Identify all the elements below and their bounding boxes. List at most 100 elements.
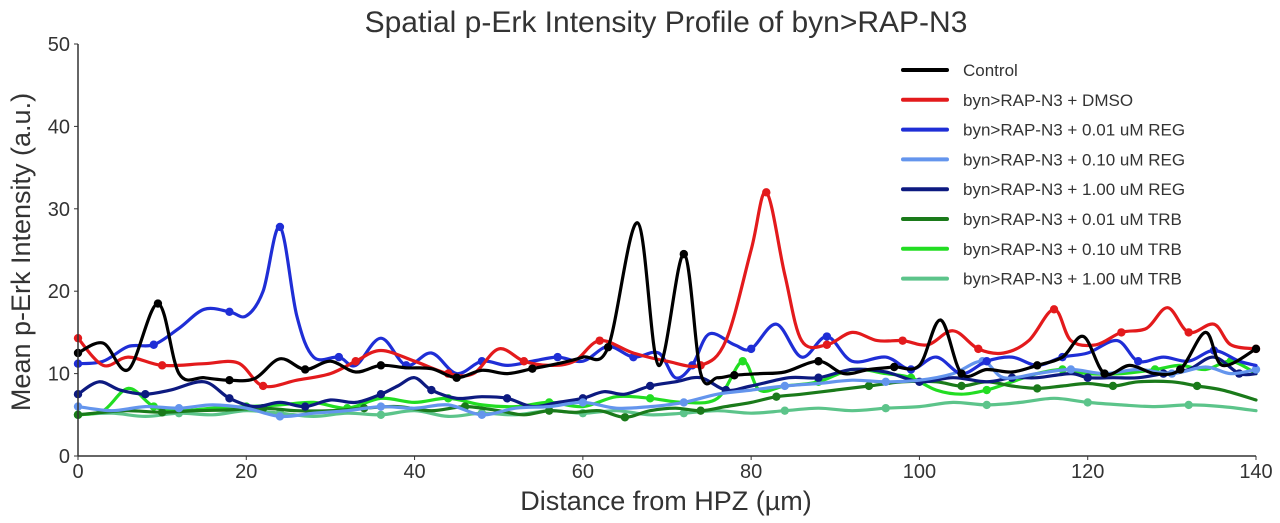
data-point bbox=[679, 249, 689, 259]
y-axis-label: Mean p-Erk Intensity (a.u.) bbox=[6, 93, 36, 411]
data-point bbox=[427, 385, 436, 395]
x-tick-label: 100 bbox=[903, 461, 936, 483]
data-point bbox=[982, 400, 991, 410]
x-tick-label: 0 bbox=[72, 461, 83, 483]
legend-item-7: byn>RAP-N3 + 1.00 uM TRB bbox=[901, 270, 1182, 289]
data-point bbox=[1066, 365, 1076, 374]
series-3 bbox=[73, 357, 1261, 421]
data-point bbox=[578, 398, 588, 407]
series-5 bbox=[73, 379, 1258, 422]
series-layer bbox=[73, 188, 1261, 422]
data-point bbox=[1117, 328, 1126, 337]
data-point bbox=[258, 381, 268, 391]
x-tick-label: 120 bbox=[1071, 461, 1104, 483]
series-line-1 bbox=[76, 190, 1258, 389]
data-point bbox=[334, 352, 344, 362]
data-point bbox=[174, 404, 184, 413]
data-point bbox=[157, 408, 167, 417]
legend-item-1: byn>RAP-N3 + DMSO bbox=[901, 91, 1133, 110]
data-point bbox=[275, 222, 285, 232]
data-point bbox=[620, 413, 630, 422]
data-point bbox=[1100, 369, 1109, 378]
chart-title: Spatial p-Erk Intensity Profile of byn>R… bbox=[365, 6, 968, 39]
series-0 bbox=[73, 221, 1261, 386]
data-point bbox=[780, 381, 789, 391]
axes-layer: 0 20 40 60 80 100 120 140 0 10 20 30 40 50 bbox=[48, 34, 1273, 483]
data-point bbox=[1083, 398, 1092, 407]
data-point bbox=[864, 381, 874, 391]
data-point bbox=[376, 410, 386, 419]
data-point bbox=[1192, 381, 1202, 391]
legend-label: byn>RAP-N3 + 0.10 uM REG bbox=[963, 150, 1185, 169]
legend: Control byn>RAP-N3 + DMSO byn>RAP-N3 + 0.0… bbox=[901, 61, 1185, 289]
data-point bbox=[376, 390, 386, 399]
legend-label: byn>RAP-N3 + 0.01 uM REG bbox=[963, 121, 1185, 140]
data-point bbox=[822, 340, 832, 349]
data-point bbox=[889, 362, 899, 372]
x-tick-label: 60 bbox=[572, 461, 594, 483]
data-point bbox=[1184, 328, 1193, 337]
data-point bbox=[738, 357, 747, 366]
legend-item-0: Control bbox=[901, 61, 1018, 80]
data-point bbox=[762, 188, 771, 197]
data-point bbox=[225, 375, 234, 385]
data-point bbox=[153, 299, 163, 308]
data-point bbox=[376, 361, 386, 370]
series-line-5 bbox=[76, 379, 1258, 419]
legend-item-4: byn>RAP-N3 + 1.00 uM REG bbox=[901, 180, 1185, 199]
data-point bbox=[1083, 373, 1092, 382]
data-point bbox=[645, 381, 655, 391]
data-point bbox=[1251, 344, 1261, 354]
data-point bbox=[545, 406, 554, 415]
data-point bbox=[477, 410, 487, 419]
data-point bbox=[982, 385, 991, 395]
data-point bbox=[275, 412, 285, 421]
legend-label: byn>RAP-N3 + DMSO bbox=[963, 91, 1133, 110]
data-point bbox=[595, 336, 604, 345]
y-tick-label: 30 bbox=[48, 199, 70, 221]
x-tick-label: 20 bbox=[235, 461, 257, 483]
y-tick-label: 20 bbox=[48, 281, 70, 303]
data-point bbox=[1251, 365, 1261, 374]
data-point bbox=[679, 398, 689, 407]
series-line-4 bbox=[76, 355, 1258, 409]
data-point bbox=[553, 352, 562, 362]
y-tick-label: 50 bbox=[48, 34, 70, 56]
legend-label: byn>RAP-N3 + 1.00 uM REG bbox=[963, 180, 1185, 199]
legend-label: byn>RAP-N3 + 1.00 uM TRB bbox=[963, 270, 1182, 289]
data-point bbox=[225, 307, 234, 316]
data-point bbox=[814, 357, 823, 366]
data-point bbox=[1049, 305, 1059, 314]
data-point bbox=[452, 373, 461, 382]
series-line-0 bbox=[76, 221, 1258, 386]
data-point bbox=[502, 394, 512, 403]
data-point bbox=[780, 406, 789, 415]
data-point bbox=[1033, 361, 1042, 370]
legend-item-3: byn>RAP-N3 + 0.10 uM REG bbox=[901, 150, 1185, 169]
data-point bbox=[603, 343, 613, 352]
data-point bbox=[974, 344, 983, 354]
y-tick-label: 40 bbox=[48, 116, 70, 138]
legend-label: byn>RAP-N3 + 0.01 uM TRB bbox=[963, 210, 1182, 229]
data-point bbox=[898, 336, 907, 345]
data-point bbox=[376, 402, 386, 411]
x-tick-label: 80 bbox=[740, 461, 762, 483]
data-point bbox=[157, 361, 167, 370]
data-point bbox=[645, 394, 655, 403]
y-tick-label: 10 bbox=[48, 364, 70, 386]
x-tick-label: 140 bbox=[1239, 461, 1272, 483]
data-point bbox=[351, 357, 360, 366]
data-point bbox=[696, 406, 705, 415]
legend-label: Control bbox=[963, 61, 1018, 80]
data-point bbox=[1033, 384, 1042, 393]
data-point bbox=[957, 369, 966, 378]
data-point bbox=[141, 390, 150, 399]
data-point bbox=[982, 357, 991, 366]
data-point bbox=[822, 332, 832, 341]
legend-label: byn>RAP-N3 + 0.10 uM TRB bbox=[963, 240, 1182, 259]
legend-item-2: byn>RAP-N3 + 0.01 uM REG bbox=[901, 121, 1185, 140]
data-point bbox=[772, 392, 781, 401]
data-point bbox=[746, 344, 756, 354]
data-point bbox=[225, 394, 234, 403]
y-tick-label: 0 bbox=[59, 446, 70, 468]
